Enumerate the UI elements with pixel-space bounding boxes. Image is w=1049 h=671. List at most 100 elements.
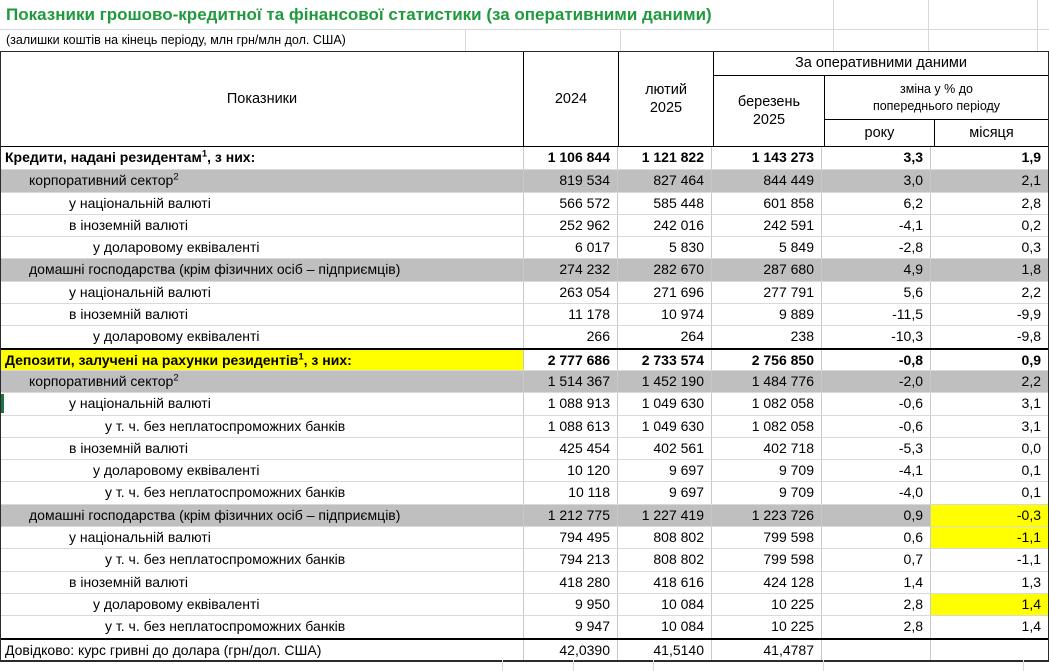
cell-change-year[interactable]: -0,6: [821, 393, 930, 415]
cell-mar-2025[interactable]: 277 791: [711, 281, 821, 304]
cell-mar-2025[interactable]: 2 756 850: [711, 349, 821, 370]
row-label[interactable]: у доларовому еквіваленті: [93, 595, 260, 612]
cell-change-month[interactable]: 2,2: [930, 281, 1048, 304]
cell-2024[interactable]: 794 213: [523, 549, 617, 571]
row-label[interactable]: у доларовому еквіваленті: [93, 328, 260, 345]
cell-feb-2025[interactable]: 9 697: [617, 482, 711, 504]
cell-change-month[interactable]: 2,8: [930, 192, 1048, 214]
cell-change-year[interactable]: 2,8: [821, 616, 930, 638]
cell-2024[interactable]: 274 232: [523, 259, 617, 281]
row-label[interactable]: у національній валюті: [69, 194, 211, 211]
cell-mar-2025[interactable]: 9 709: [711, 460, 821, 482]
cell-2024[interactable]: 1 514 367: [523, 370, 617, 393]
cell-change-year[interactable]: -0,8: [821, 349, 930, 370]
header-cell-indicators[interactable]: Показники: [226, 91, 298, 107]
cell-2024[interactable]: 1 088 913: [523, 393, 617, 415]
header-cell-mar-2025[interactable]: березень 2025: [714, 76, 824, 146]
cell-change-year[interactable]: 4,9: [821, 259, 930, 281]
row-label[interactable]: корпоративний сектор2: [1, 370, 523, 393]
cell-change-month[interactable]: 3,1: [930, 415, 1048, 437]
cell-mar-2025[interactable]: 1 082 058: [711, 415, 821, 437]
row-label[interactable]: у т. ч. без неплатоспроможних банків: [105, 417, 346, 434]
cell-feb-2025[interactable]: 585 448: [617, 192, 711, 214]
cell-2024[interactable]: 263 054: [523, 281, 617, 304]
cell-mar-2025[interactable]: 10 225: [711, 593, 821, 616]
cell-change-year[interactable]: -10,3: [821, 326, 930, 348]
cell-change-month[interactable]: 1,9: [930, 147, 1048, 170]
cell-mar-2025[interactable]: 1 082 058: [711, 393, 821, 415]
cell-change-year[interactable]: 3,0: [821, 170, 930, 192]
cell-mar-2025[interactable]: 601 858: [711, 192, 821, 214]
cell-mar-2025[interactable]: 10 225: [711, 616, 821, 638]
header-group-change-pct[interactable]: зміна у % до попереднього періоду: [825, 76, 1048, 120]
cell-change-year[interactable]: 0,7: [821, 549, 930, 571]
cell-2024[interactable]: 2 777 686: [523, 349, 617, 370]
row-label[interactable]: у т. ч. без неплатоспроможних банків: [105, 484, 346, 501]
cell-2024[interactable]: 1 212 775: [523, 504, 617, 527]
cell-change-month[interactable]: -0,3: [930, 504, 1048, 527]
cell-mar-2025[interactable]: 424 128: [711, 571, 821, 593]
cell-2024[interactable]: 252 962: [523, 214, 617, 237]
cell-mar-2025[interactable]: 242 591: [711, 214, 821, 237]
cell-feb-2025[interactable]: 271 696: [617, 281, 711, 304]
cell-mar-2025[interactable]: 41,4787: [711, 639, 821, 660]
cell-change-month[interactable]: -1,1: [930, 549, 1048, 571]
cell-2024[interactable]: 10 120: [523, 460, 617, 482]
cell-change-month[interactable]: 1,3: [930, 571, 1048, 593]
cell-change-month[interactable]: 0,3: [930, 237, 1048, 259]
cell-change-year[interactable]: -11,5: [821, 304, 930, 326]
cell-change-year[interactable]: 5,6: [821, 281, 930, 304]
cell-change-year[interactable]: -2,0: [821, 370, 930, 393]
cell-change-year[interactable]: 2,8: [821, 593, 930, 616]
cell-2024[interactable]: 42,0390: [523, 639, 617, 660]
cell-feb-2025[interactable]: 808 802: [617, 549, 711, 571]
row-label[interactable]: домашні господарства (крім фізичних осіб…: [1, 259, 523, 281]
cell-change-month[interactable]: 0,2: [930, 214, 1048, 237]
cell-feb-2025[interactable]: 1 049 630: [617, 415, 711, 437]
cell-mar-2025[interactable]: 1 484 776: [711, 370, 821, 393]
cell-2024[interactable]: 819 534: [523, 170, 617, 192]
cell-change-month[interactable]: -1,1: [930, 527, 1048, 549]
cell-2024[interactable]: 11 178: [523, 304, 617, 326]
cell-change-year[interactable]: 0,9: [821, 504, 930, 527]
cell-feb-2025[interactable]: 827 464: [617, 170, 711, 192]
cell-feb-2025[interactable]: 282 670: [617, 259, 711, 281]
cell-change-month[interactable]: 0,1: [930, 482, 1048, 504]
row-label[interactable]: Депозити, залучені на рахунки резидентів…: [1, 349, 523, 370]
cell-change-month[interactable]: 0,9: [930, 349, 1048, 370]
cell-feb-2025[interactable]: 10 974: [617, 304, 711, 326]
cell-change-year[interactable]: 1,4: [821, 571, 930, 593]
row-label[interactable]: корпоративний сектор2: [1, 170, 523, 192]
row-label[interactable]: у т. ч. без неплатоспроможних банків: [105, 618, 346, 635]
cell-2024[interactable]: 266: [523, 326, 617, 348]
header-cell-2024[interactable]: 2024: [523, 52, 618, 146]
cell-feb-2025[interactable]: 264: [617, 326, 711, 348]
row-label[interactable]: домашні господарства (крім фізичних осіб…: [1, 504, 523, 527]
cell-feb-2025[interactable]: 1 452 190: [617, 370, 711, 393]
cell-feb-2025[interactable]: 808 802: [617, 527, 711, 549]
cell-2024[interactable]: 794 495: [523, 527, 617, 549]
header-cell-year[interactable]: року: [864, 125, 895, 141]
cell-2024[interactable]: 566 572: [523, 192, 617, 214]
cell-change-year[interactable]: -4,0: [821, 482, 930, 504]
cell-change-year[interactable]: [821, 639, 930, 660]
cell-2024[interactable]: 425 454: [523, 437, 617, 460]
header-group-operational[interactable]: За оперативними даними: [714, 52, 1048, 76]
cell-change-year[interactable]: -5,3: [821, 437, 930, 460]
cell-change-month[interactable]: 2,2: [930, 370, 1048, 393]
cell-mar-2025[interactable]: 402 718: [711, 437, 821, 460]
cell-feb-2025[interactable]: 2 733 574: [617, 349, 711, 370]
cell-2024[interactable]: 6 017: [523, 237, 617, 259]
cell-2024[interactable]: 9 950: [523, 593, 617, 616]
cell-feb-2025[interactable]: 1 049 630: [617, 393, 711, 415]
cell-change-month[interactable]: -9,8: [930, 326, 1048, 348]
cell-2024[interactable]: 1 088 613: [523, 415, 617, 437]
cell-change-year[interactable]: -0,6: [821, 415, 930, 437]
cell-change-year[interactable]: -2,8: [821, 237, 930, 259]
cell-feb-2025[interactable]: 418 616: [617, 571, 711, 593]
row-label[interactable]: в іноземній валюті: [69, 306, 188, 323]
cell-change-year[interactable]: 3,3: [821, 147, 930, 170]
cell-change-month[interactable]: 3,1: [930, 393, 1048, 415]
cell-feb-2025[interactable]: 5 830: [617, 237, 711, 259]
row-label[interactable]: у т. ч. без неплатоспроможних банків: [105, 551, 346, 568]
